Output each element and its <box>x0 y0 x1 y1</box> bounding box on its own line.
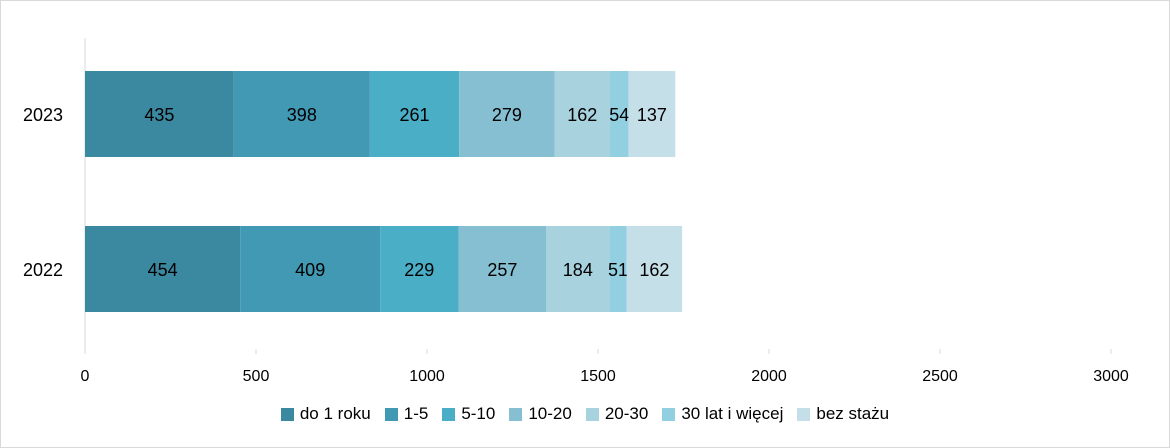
legend-item: 5-10 <box>442 404 495 424</box>
category-label: 2023 <box>23 105 63 125</box>
legend-item: 20-30 <box>585 404 649 424</box>
legend-label: 5-10 <box>461 404 496 423</box>
bar-segment <box>626 226 683 312</box>
x-tick-label: 500 <box>243 368 270 385</box>
legend-item: 30 lat i więcej <box>662 404 783 424</box>
legend-swatch <box>280 407 294 421</box>
bar-segment <box>85 226 241 312</box>
bar-segment <box>459 71 555 157</box>
legend-label: 20-30 <box>604 404 649 423</box>
bar-segment <box>233 71 370 157</box>
bar-segment <box>458 226 547 312</box>
bar-segment <box>554 71 610 157</box>
x-tick-label: 1500 <box>580 368 616 385</box>
x-tick-label: 0 <box>81 368 90 385</box>
bar-segment <box>240 226 381 312</box>
category-label: 2022 <box>23 260 63 280</box>
data-label: 51 <box>608 260 628 280</box>
bar-segment <box>369 71 460 157</box>
bar-segment <box>85 71 234 157</box>
x-tick-label: 2000 <box>751 368 787 385</box>
legend-swatch <box>585 407 599 421</box>
bar-segment <box>609 71 629 157</box>
legend-item: do 1 roku <box>280 404 371 424</box>
legend-label: do 1 roku <box>299 404 371 423</box>
data-label: 435 <box>144 105 174 125</box>
data-label: 261 <box>399 105 429 125</box>
legend-label: 30 lat i więcej <box>681 404 784 423</box>
chart-legend: do 1 roku 1-5 5-10 10-20 20-30 30 lat i więce… <box>0 404 1170 424</box>
legend-swatch <box>384 407 398 421</box>
bar-segment <box>609 226 627 312</box>
legend-swatch <box>797 407 811 421</box>
data-label: 279 <box>492 105 522 125</box>
legend-swatch <box>509 407 523 421</box>
data-label: 137 <box>637 105 667 125</box>
bar-segment <box>546 226 610 312</box>
data-label: 398 <box>287 105 317 125</box>
data-label: 454 <box>148 260 178 280</box>
bar-segment <box>380 226 459 312</box>
x-tick-label: 3000 <box>1093 368 1129 385</box>
bar-segment <box>628 71 676 157</box>
legend-item: 1-5 <box>384 404 429 424</box>
legend-item: bez stażu <box>797 404 889 424</box>
data-label: 54 <box>609 105 629 125</box>
x-tick-label: 2500 <box>922 368 958 385</box>
data-label: 184 <box>563 260 593 280</box>
x-tick-label: 1000 <box>409 368 445 385</box>
legend-swatch <box>662 407 676 421</box>
legend-item: 10-20 <box>509 404 572 424</box>
data-label: 162 <box>639 260 669 280</box>
data-label: 162 <box>567 105 597 125</box>
legend-swatch <box>442 407 456 421</box>
legend-label: 10-20 <box>528 404 572 423</box>
data-label: 409 <box>295 260 325 280</box>
data-label: 257 <box>487 260 517 280</box>
data-label: 229 <box>404 260 434 280</box>
legend-label: bez stażu <box>816 404 890 423</box>
legend-label: 1-5 <box>403 404 429 423</box>
